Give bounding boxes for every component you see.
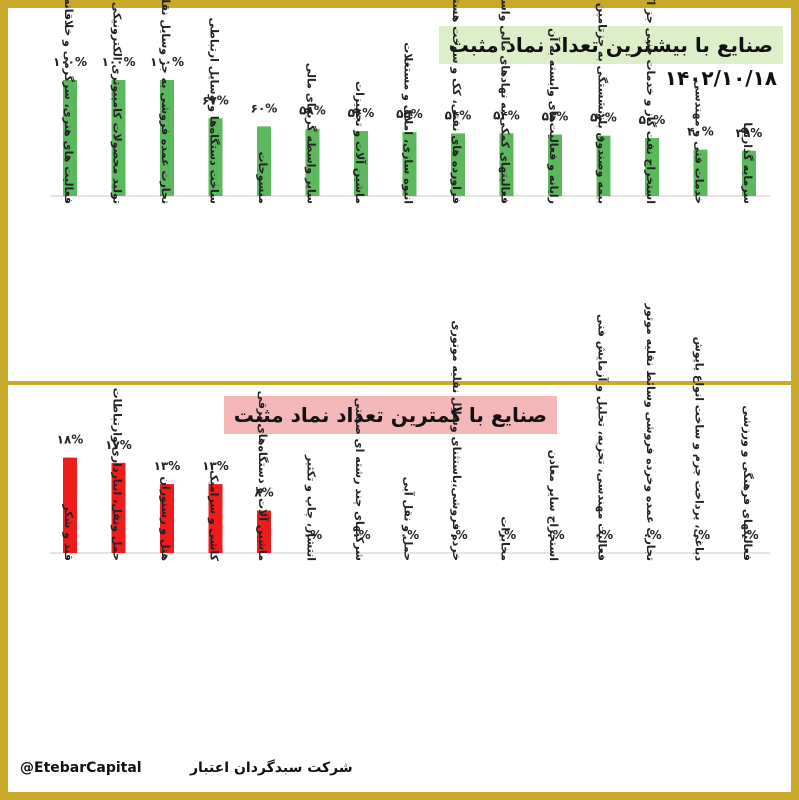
category-label: انتشار، چاپ و تکثیر: [305, 454, 318, 561]
category-label: ماشین آلات و تجهیزات: [353, 81, 367, 204]
bar: [63, 80, 77, 196]
bar: [257, 510, 271, 553]
data-label: ۵۰%: [639, 113, 666, 127]
category-label: ساخت دستگاه‌ها و وسایل ارتباطی: [208, 18, 221, 204]
bar: [208, 118, 223, 196]
date-label: ۱۴۰۲/۱۰/۱۸: [664, 66, 777, 90]
data-label: ۱۳%: [202, 459, 229, 473]
category-label: استخراج نفت گاز و خدمات جنبی جز اکتشاف: [643, 0, 657, 204]
category-label: فعالیت های هنری، سرگرمی و خلاقانه: [62, 0, 75, 204]
data-label: ۰%: [448, 528, 467, 542]
bar: [111, 80, 126, 196]
footer-handle: @EtebarCapital: [20, 760, 142, 776]
category-label: تجارت عمده فروشی به جز وسایل نقلیه موتور: [159, 0, 172, 204]
bar: [693, 149, 708, 196]
bar: [645, 138, 659, 196]
footer-company: شرکت سبدگردان اعتبار: [190, 760, 353, 776]
category-label: شرکتهای چند رشته ای صنعتی: [353, 398, 366, 561]
category-label: خدمات فنی و مهندسی: [693, 80, 706, 204]
data-label: ۰%: [351, 528, 370, 542]
data-label: ۰%: [303, 528, 322, 542]
bar: [499, 133, 514, 196]
category-label: حمل ونقل، انبارداری وارتباطات: [111, 388, 124, 561]
category-label: بیمه وصندوق بازنشستگی به جزتامین اجتماعی: [596, 0, 609, 204]
data-label: ۰%: [545, 528, 564, 542]
data-label: ۶۰%: [251, 101, 278, 115]
data-label: ۰%: [400, 528, 419, 542]
data-label: ۵۴%: [493, 108, 520, 122]
bar: [111, 462, 126, 553]
data-label: ۵۳%: [542, 110, 569, 124]
data-label: ۰%: [497, 528, 516, 542]
bar: [548, 134, 562, 196]
data-label: ۵۴%: [445, 108, 472, 122]
category-label: رایانه و فعالیت‌های وابسته به آن: [547, 28, 561, 204]
bar: [742, 150, 756, 196]
bar: [208, 484, 223, 553]
bar: [160, 484, 174, 553]
bottom-bar-chart: ۱۸% قند و شکر ۱۷%حمل ونقل، انبارداری وارتب…: [50, 303, 770, 562]
category-label: فراورده های نفتی، کک و سوخت هسته ای: [450, 0, 463, 204]
data-label: ۸%: [254, 486, 273, 500]
category-label: انبوه سازی، املاک و مستغلات: [402, 42, 415, 204]
data-label: ۵۶%: [348, 106, 375, 120]
data-label: ۰%: [739, 528, 758, 542]
bar: [257, 126, 271, 196]
data-label: ۰%: [691, 528, 710, 542]
panel-divider: [8, 381, 791, 385]
bar: [63, 457, 77, 553]
category-label: فعالیتهای فرهنگی و ورزشی: [741, 405, 754, 561]
data-label: ۴۰%: [687, 125, 714, 139]
bottom-chart-title: صنایع با کمترین تعداد نماد مثبت: [223, 396, 557, 434]
data-label: ۵۲%: [590, 111, 617, 125]
category-label: استخراج سایر معادن: [546, 450, 560, 561]
category-label: خرده فروشی،باستثنای وسایل نقلیه موتوری: [450, 320, 463, 561]
data-label: ۵۵%: [396, 107, 423, 121]
data-label: ۱۰۰%: [150, 55, 184, 69]
data-label: ۵۸%: [299, 104, 326, 118]
category-label: مخابرات: [499, 516, 512, 561]
category-label: سرمایه گذاریها: [741, 122, 754, 204]
data-label: ۰%: [594, 528, 613, 542]
data-label: ۱۷%: [105, 438, 132, 452]
data-label: ۳۹%: [736, 126, 763, 140]
category-label: قند و شکر: [62, 503, 75, 561]
bar: [354, 131, 368, 196]
bar: [305, 128, 320, 196]
data-label: ۶۷%: [202, 93, 229, 107]
data-label: ۱۳%: [154, 459, 181, 473]
bar: [402, 132, 417, 196]
top-bar-chart: ۱۰۰%فعالیت های هنری، سرگرمی و خلاقانه ۱۰۰…: [50, 0, 770, 204]
category-label: فعالیتهای کمکی به نهادهای مالی واسط: [499, 0, 512, 204]
category-label: کاشی و سرامیک: [208, 470, 221, 562]
top-chart-title: صنایع با بیشترین تعداد نماد مثبت: [438, 26, 783, 64]
category-label: هتل و رستوران: [159, 477, 172, 561]
category-label: حمل و نقل آبی: [402, 477, 416, 561]
data-label: ۱۸%: [57, 433, 84, 447]
category-label: تجارت عمده وخرده فروشی وسائط نقلیه موتور: [644, 303, 657, 561]
data-label: ۱۰۰%: [102, 55, 136, 69]
data-label: ۱۰۰%: [53, 55, 87, 69]
bar: [596, 135, 611, 196]
category-label: ماشین آلات و دستگاه‌های برقی: [256, 391, 270, 561]
data-label: ۰%: [642, 528, 661, 542]
category-label: فعالیت مهندسی، تجزیه، تحلیل و آزمایش فنی: [596, 314, 610, 561]
category-label: منسوجات: [256, 151, 269, 204]
category-label: دباغی، پرداخت چرم و ساخت انواع پاپوش: [693, 337, 706, 562]
bar: [160, 80, 174, 196]
category-label: تولید محصولات کامپیوتری الکترونیکی ونوری: [111, 0, 124, 204]
bar: [451, 133, 465, 196]
category-label: سایر واسطه گریهای مالی: [305, 63, 318, 204]
